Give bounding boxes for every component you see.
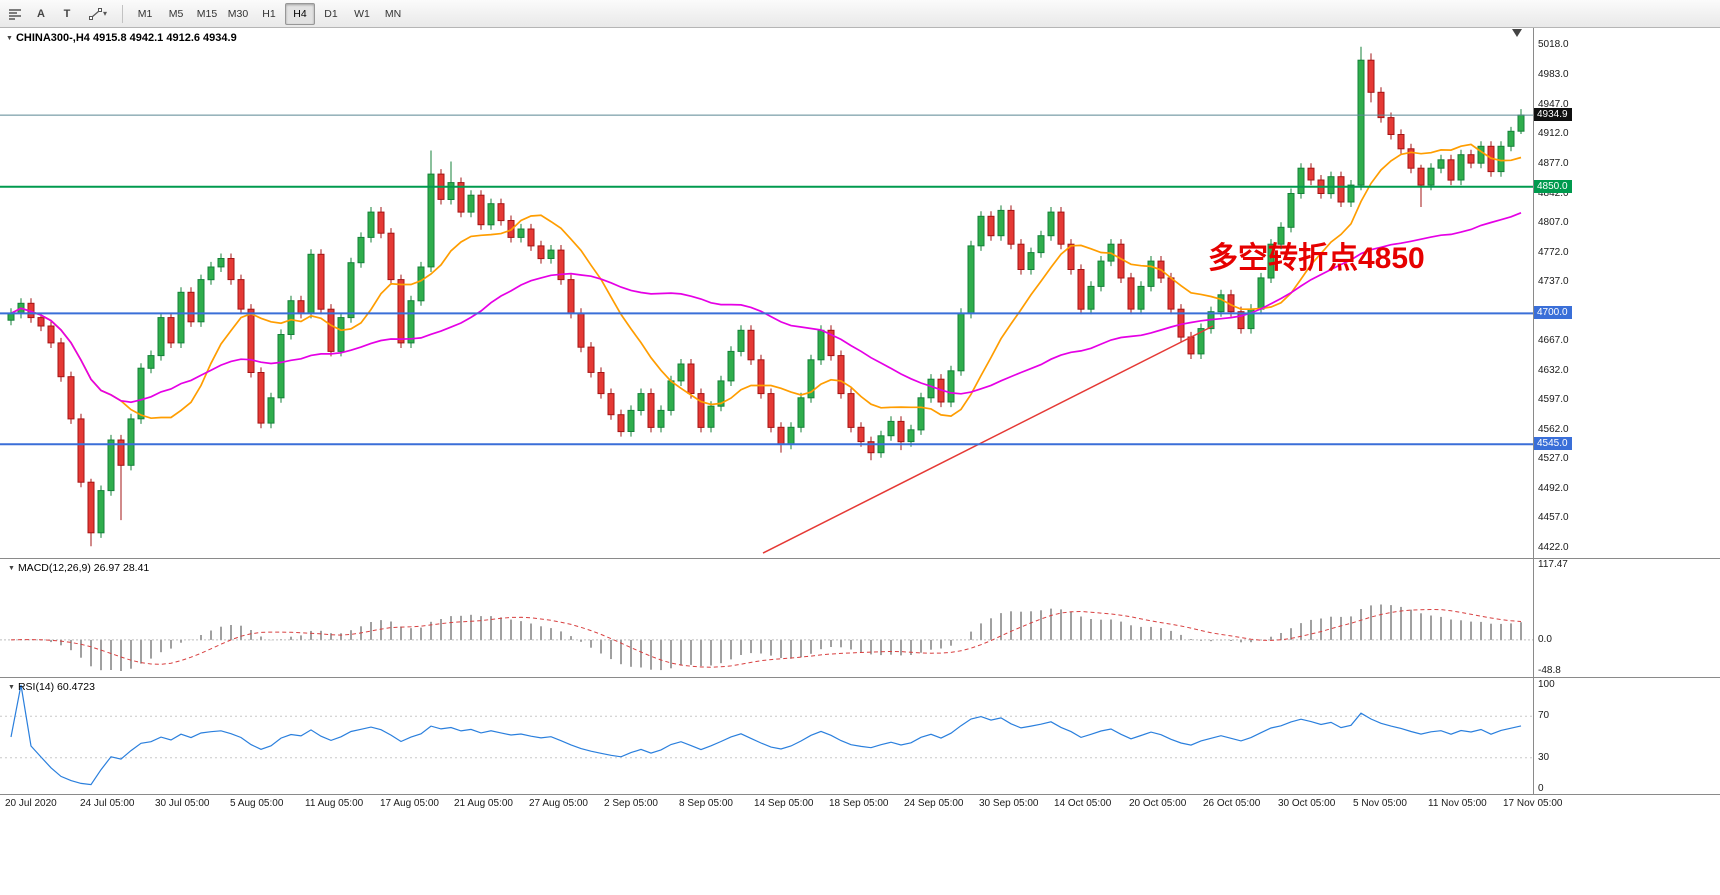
cursor-tool-button[interactable]: A	[29, 3, 53, 25]
price-tick-label: 4912.0	[1538, 128, 1569, 139]
price-tick-label: 4597.0	[1538, 394, 1569, 405]
support-line-4545-badge: 4545.0	[1534, 437, 1572, 450]
collapse-triangle-icon: ▼	[6, 35, 13, 42]
time-tick-label: 30 Sep 05:00	[979, 798, 1039, 809]
price-tick-label: 4947.0	[1538, 99, 1569, 110]
rsi-panel[interactable]	[0, 678, 1534, 794]
time-tick-label: 26 Oct 05:00	[1203, 798, 1261, 809]
text-tool-icon: T	[63, 7, 71, 20]
timeframe-button-m15[interactable]: M15	[196, 7, 218, 20]
draw-tools-icon	[88, 7, 102, 20]
timeframe-button-m1[interactable]: M1	[137, 7, 153, 20]
macd-tick-label: 0.0	[1538, 634, 1552, 645]
time-axis[interactable]: 20 Jul 2020 24 Jul 05:00 30 Jul 05:00 5 Aug…	[0, 795, 1720, 817]
time-tick-label: 17 Nov 05:00	[1503, 798, 1563, 809]
time-tick-label: 8 Sep 05:00	[679, 798, 733, 809]
ascending-trendline[interactable]	[762, 325, 1214, 554]
ma-fast-line	[10, 143, 1522, 420]
macd-svg	[0, 604, 1534, 671]
timeframe-button-h4[interactable]: H4	[285, 2, 315, 25]
macd-panel[interactable]	[0, 559, 1534, 677]
macd-label: ▼ MACD(12,26,9) 26.97 28.41	[8, 562, 149, 574]
timeframe-button-d1[interactable]: D1	[324, 7, 338, 20]
top-toolbar: A T ▾ M1 M5 M15 M30 H1 H4 D1 W1 MN	[0, 0, 1720, 28]
price-tick-label: 4842.0	[1538, 188, 1569, 199]
timeframe-toolbar: M1 M5 M15 M30 H1 H4 D1 W1 MN	[130, 0, 408, 27]
chart-shift-marker[interactable]	[1512, 29, 1522, 37]
time-tick-label: 27 Aug 05:00	[529, 798, 588, 809]
time-tick-label: 21 Aug 05:00	[454, 798, 513, 809]
time-tick-label: 5 Aug 05:00	[230, 798, 284, 809]
rsi-tick-label: 70	[1538, 710, 1550, 721]
price-tick-label: 4983.0	[1538, 69, 1569, 80]
panel-separator-rsi[interactable]	[0, 677, 1720, 678]
timeframe-button-m30[interactable]: M30	[227, 7, 249, 20]
time-tick-label: 17 Aug 05:00	[380, 798, 439, 809]
rsi-tick-label: 100	[1538, 679, 1555, 690]
macd-collapse-icon: ▼	[8, 565, 15, 572]
price-tick-label: 4562.0	[1538, 424, 1569, 435]
toolbar-separator	[122, 4, 123, 23]
price-tick-label: 5018.0	[1538, 39, 1569, 50]
price-tick-label: 4877.0	[1538, 158, 1569, 169]
main-chart-area[interactable]	[0, 28, 1534, 558]
price-tick-label: 4422.0	[1538, 542, 1569, 553]
time-tick-label: 20 Oct 05:00	[1129, 798, 1187, 809]
panel-separator-macd[interactable]	[0, 558, 1720, 559]
time-tick-label: 5 Nov 05:00	[1353, 798, 1407, 809]
price-tick-label: 4632.0	[1538, 365, 1569, 376]
macd-signal-line	[10, 608, 1522, 668]
chart-title-text: CHINA300-,H4 4915.8 4942.1 4912.6 4934.9	[15, 32, 237, 44]
price-tick-label: 4807.0	[1538, 217, 1569, 228]
time-tick-label: 30 Oct 05:00	[1278, 798, 1336, 809]
draw-tools-button[interactable]: ▾	[81, 3, 115, 25]
macd-label-text: MACD(12,26,9) 26.97 28.41	[17, 562, 150, 574]
time-tick-label: 14 Oct 05:00	[1054, 798, 1112, 809]
price-tick-label: 4527.0	[1538, 453, 1569, 464]
time-tick-label: 20 Jul 2020	[5, 798, 57, 809]
rsi-label: ▼ RSI(14) 60.4723	[8, 681, 95, 693]
support-line-4700-badge: 4700.0	[1534, 306, 1572, 319]
chart-annotation-text[interactable]: 多空转折点4850	[1208, 242, 1425, 275]
price-tick-label: 4457.0	[1538, 512, 1569, 523]
chart-list-icon	[9, 8, 21, 20]
resistance-line-4850-badge: 4850.0	[1534, 180, 1572, 193]
time-tick-label: 14 Sep 05:00	[754, 798, 814, 809]
price-tick-label: 4667.0	[1538, 335, 1569, 346]
candlesticks	[7, 46, 1525, 547]
cursor-tool-icon: A	[37, 7, 45, 20]
time-tick-label: 24 Sep 05:00	[904, 798, 964, 809]
timeframe-button-w1[interactable]: W1	[354, 7, 370, 20]
price-tick-label: 4772.0	[1538, 247, 1569, 258]
chart-symbol-title: ▼ CHINA300-,H4 4915.8 4942.1 4912.6 4934.…	[6, 32, 237, 44]
timeframe-button-h1[interactable]: H1	[262, 7, 276, 20]
macd-tick-label: 117.47	[1538, 559, 1568, 570]
text-tool-button[interactable]: T	[55, 3, 79, 25]
macd-tick-label: -48.8	[1538, 665, 1561, 676]
price-tick-label: 4492.0	[1538, 483, 1569, 494]
price-axis[interactable]: 5018.0 4983.0 4947.0 4912.0 4877.0 4842.0 4807…	[1533, 0, 1720, 895]
time-tick-label: 18 Sep 05:00	[829, 798, 889, 809]
time-tick-label: 2 Sep 05:00	[604, 798, 658, 809]
current-price-line-badge: 4934.9	[1534, 108, 1572, 121]
timeframe-button-mn[interactable]: MN	[384, 7, 402, 20]
price-axis-border	[1533, 28, 1534, 795]
time-tick-label: 30 Jul 05:00	[155, 798, 210, 809]
rsi-line	[10, 684, 1522, 786]
time-tick-label: 11 Aug 05:00	[305, 798, 364, 809]
main-chart-svg	[0, 46, 1534, 554]
price-tick-label: 4737.0	[1538, 276, 1569, 287]
rsi-tick-label: 30	[1538, 752, 1550, 763]
rsi-tick-label: 0	[1538, 783, 1544, 794]
rsi-label-text: RSI(14) 60.4723	[17, 681, 95, 693]
dropdown-caret-icon: ▾	[102, 9, 107, 18]
time-tick-label: 11 Nov 05:00	[1428, 798, 1487, 809]
panel-separator-time	[0, 794, 1720, 795]
charts-list-button[interactable]	[3, 3, 27, 25]
rsi-collapse-icon: ▼	[8, 684, 15, 691]
time-tick-label: 24 Jul 05:00	[80, 798, 135, 809]
timeframe-button-m5[interactable]: M5	[168, 7, 184, 20]
rsi-svg	[0, 684, 1534, 786]
